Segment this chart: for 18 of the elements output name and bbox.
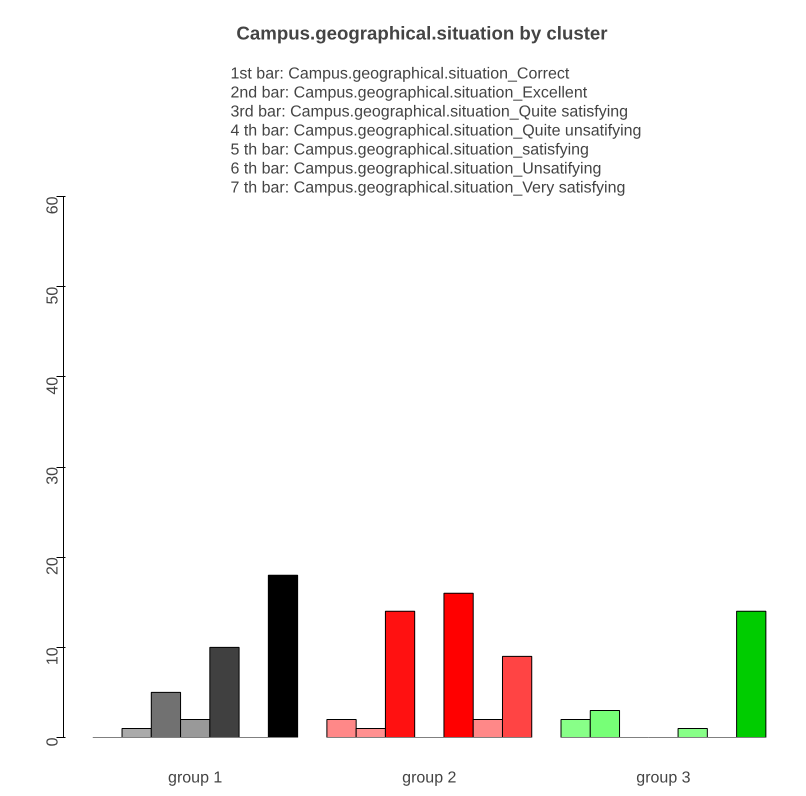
y-tick-label: 30 [44,466,62,485]
annotation: 7 th bar: Campus.geographical.situation_Very satisfying [230,180,626,196]
chart-title: Campus.geographical.situation by cluster [236,22,608,44]
text: 4 th bar: Campus.geographical.situation_Quite unsatifying [230,122,642,140]
text: 6 th bar: Campus.geographical.situation_Unsatifying [230,160,602,178]
text: 3rd bar: Campus.geographical.situation_Quite satisfying [230,104,628,120]
x-tick-label: group 1 [168,770,222,786]
y-tick-label: 50 [44,286,62,304]
text: 5 th bar: Campus.geographical.situation_satisfying [230,142,589,158]
y-tick-label: 10 [44,647,62,666]
text: 2nd bar: Campus.geographical.situation_Excellent [230,84,588,102]
y-tick-label: 40 [44,376,62,395]
x-tick-label: group 2 [402,770,457,786]
x-tick-label: group 3 [636,770,691,786]
y-tick-label: 60 [44,196,62,214]
y-tick-label: 0 [44,737,62,746]
text: 1st bar: Campus.geographical.situation_Correct [230,66,570,82]
y-tick-label: 20 [44,557,62,575]
